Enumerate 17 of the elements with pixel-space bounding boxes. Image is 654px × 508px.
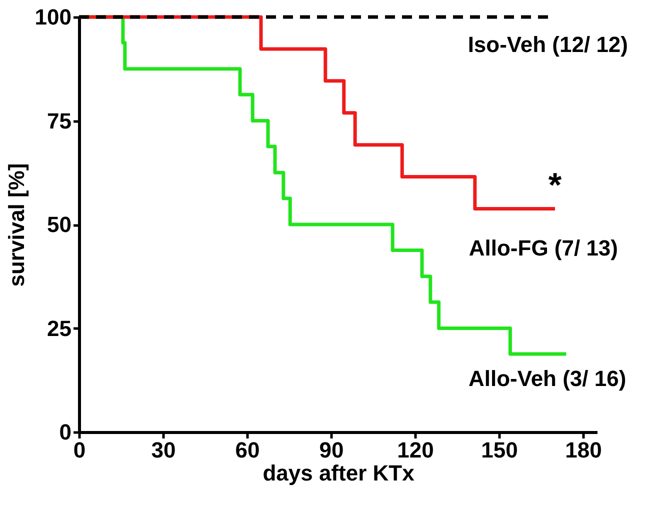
annotation: * (548, 166, 562, 205)
y-tick-label: 50 (47, 212, 72, 237)
series-label: Iso-Veh (12/ 12) (468, 32, 628, 57)
x-tick-label: 90 (319, 438, 344, 462)
x-axis-title: days after KTx (262, 460, 416, 486)
x-tick-label: 150 (481, 438, 518, 462)
x-tick-label: 120 (397, 438, 434, 462)
x-tick-label: 60 (235, 438, 260, 462)
x-tick-label: 180 (565, 438, 602, 462)
y-tick-label: 25 (47, 316, 72, 341)
x-tick-label: 30 (151, 438, 176, 462)
y-tick-label: 100 (34, 4, 72, 30)
series-label: Allo-FG (7/ 13) (468, 236, 618, 261)
y-axis-title: survival [%] (4, 163, 29, 287)
y-tick-label: 0 (59, 420, 72, 444)
y-tick-label: 75 (47, 108, 72, 134)
series-label: Allo-Veh (3/ 16) (468, 366, 626, 391)
